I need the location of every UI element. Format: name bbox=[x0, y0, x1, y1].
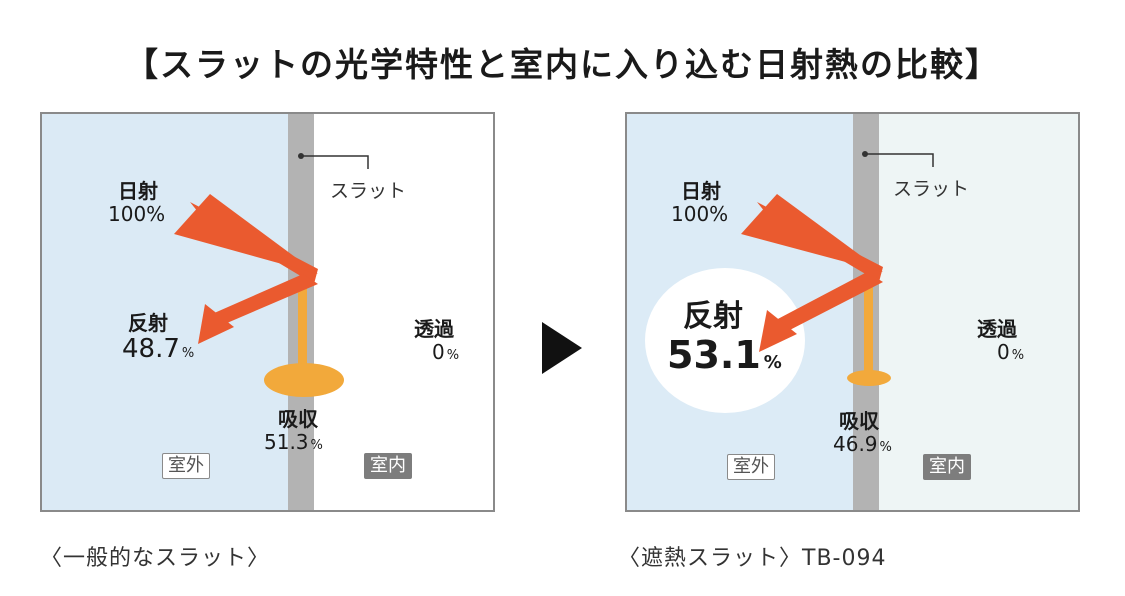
reflection-value-line: 53.1% bbox=[667, 334, 782, 384]
solar-flow-diagram bbox=[741, 151, 934, 386]
transmission-value-line: 0% bbox=[414, 340, 459, 368]
page-title: 【スラットの光学特性と室内に入り込む日射熱の比較】 bbox=[125, 45, 1000, 84]
indoor-area bbox=[314, 114, 493, 510]
transmission-value-line: 0% bbox=[977, 340, 1024, 368]
solar-readout: 日射 100% bbox=[108, 180, 165, 226]
reflection-unit: % bbox=[763, 352, 782, 373]
solar-label: 日射 bbox=[118, 179, 158, 203]
slat-label: スラット bbox=[330, 180, 407, 202]
transmission-unit: % bbox=[1011, 348, 1025, 363]
solar-readout: 日射 100% bbox=[671, 180, 728, 226]
solar-value: 100% bbox=[671, 202, 729, 226]
reflection-label: 反射 bbox=[683, 299, 743, 334]
reflection-value-line: 48.7% bbox=[122, 334, 194, 369]
outdoor-badge: 室外 bbox=[162, 453, 210, 479]
reflection-readout: 反射 48.7% bbox=[122, 312, 194, 369]
absorption-value-line: 51.3% bbox=[264, 430, 323, 458]
play-triangle-icon bbox=[542, 322, 582, 374]
absorption-label: 吸収 bbox=[839, 409, 879, 433]
solar-flow-diagram bbox=[174, 153, 369, 397]
absorption-label: 吸収 bbox=[278, 407, 318, 431]
reflection-unit: % bbox=[181, 346, 195, 361]
absorption-blob bbox=[264, 363, 344, 397]
absorption-blob bbox=[847, 370, 891, 386]
solar-value: 100% bbox=[108, 202, 166, 226]
absorption-stem bbox=[298, 286, 307, 381]
heat-shield-slat-panel: スラット 日射 100% 反射 53.1% 透過 0% 吸収 46.9% 室外 … bbox=[625, 112, 1080, 512]
transmission-label: 透過 bbox=[414, 317, 454, 341]
indoor-area bbox=[879, 114, 1078, 510]
absorption-value: 51.3 bbox=[264, 430, 309, 454]
absorption-readout: 吸収 46.9% bbox=[833, 410, 892, 460]
absorption-value: 46.9 bbox=[833, 432, 878, 456]
transmission-label: 透過 bbox=[977, 317, 1017, 341]
heat-shield-slat-caption: 〈遮熱スラット〉TB-094 bbox=[618, 546, 887, 571]
incoming-solar-arrow-head bbox=[741, 194, 883, 272]
reflection-label: 反射 bbox=[128, 311, 168, 335]
absorption-value-line: 46.9% bbox=[833, 432, 892, 460]
reflected-arrow bbox=[774, 272, 883, 334]
reflected-arrow-head bbox=[759, 310, 797, 352]
absorption-readout: 吸収 51.3% bbox=[264, 408, 323, 458]
absorption-unit: % bbox=[879, 440, 892, 455]
indoor-badge: 室内 bbox=[364, 453, 412, 479]
solar-label: 日射 bbox=[681, 179, 721, 203]
indoor-badge: 室内 bbox=[923, 454, 971, 480]
absorption-stem bbox=[864, 282, 873, 378]
transmission-readout: 透過 0% bbox=[414, 318, 459, 368]
transmission-readout: 透過 0% bbox=[977, 318, 1024, 368]
transmission-value: 0 bbox=[997, 340, 1010, 364]
leader-line bbox=[298, 153, 369, 169]
reflection-readout: 反射 53.1% bbox=[667, 300, 782, 384]
standard-slat-panel: スラット 日射 100% 反射 48.7% 透過 0% 吸収 51.3% 室外 … bbox=[40, 112, 495, 512]
absorption-unit: % bbox=[310, 438, 323, 453]
incoming-solar-arrow-head bbox=[174, 194, 318, 274]
leader-line bbox=[862, 151, 934, 167]
reflection-value: 53.1 bbox=[667, 333, 761, 377]
transmission-value: 0 bbox=[432, 340, 445, 364]
slat-label: スラット bbox=[893, 178, 970, 200]
reflected-arrow-head bbox=[198, 304, 234, 344]
reflected-arrow bbox=[212, 274, 318, 326]
standard-slat-caption: 〈一般的なスラット〉 bbox=[40, 546, 271, 571]
outdoor-badge: 室外 bbox=[727, 454, 775, 480]
transmission-unit: % bbox=[446, 348, 460, 363]
reflection-value: 48.7 bbox=[122, 334, 180, 364]
